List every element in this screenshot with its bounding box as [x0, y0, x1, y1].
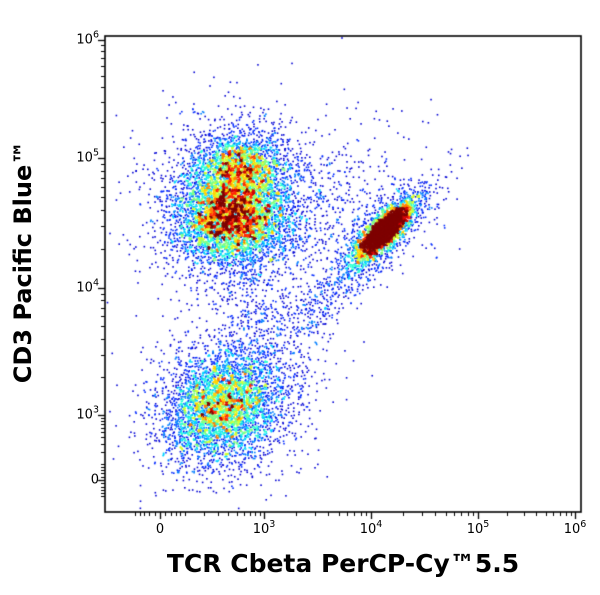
- y-tick-label: 106: [76, 29, 99, 48]
- x-axis-title: TCR Cbeta PerCP-Cy™5.5: [166, 549, 520, 578]
- x-tick-label: 0: [155, 522, 165, 537]
- y-tick-label: 0: [90, 472, 99, 488]
- y-axis-title: CD3 Pacific Blue™: [9, 140, 37, 384]
- y-tick-label: 104: [76, 277, 99, 296]
- y-tick-label: 105: [76, 147, 99, 166]
- x-tick-label: 106: [563, 519, 587, 537]
- x-tick-label: 104: [359, 519, 383, 537]
- x-tick-label: 105: [466, 519, 490, 537]
- y-tick-label: 103: [76, 404, 99, 423]
- x-tick-label: 103: [252, 519, 276, 537]
